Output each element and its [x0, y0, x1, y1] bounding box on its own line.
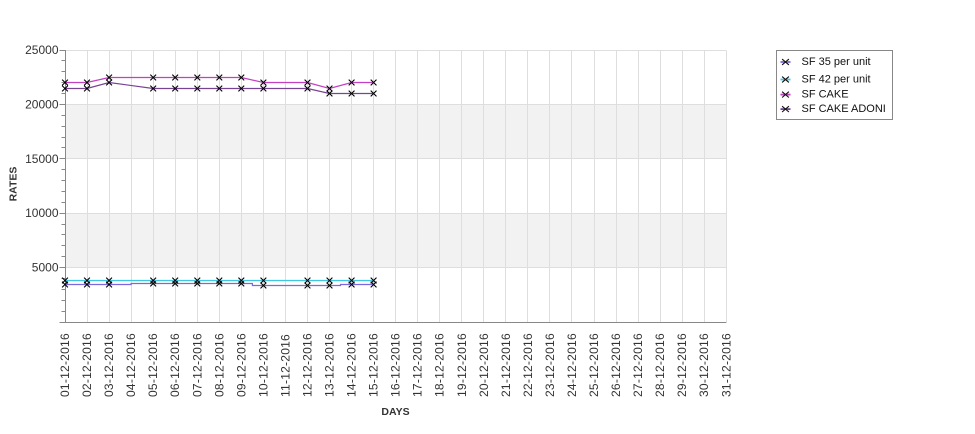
svg-text:11-12-2016: 11-12-2016 — [278, 334, 292, 397]
svg-text:27-12-2016: 27-12-2016 — [631, 333, 645, 397]
svg-text:25000: 25000 — [25, 43, 59, 57]
svg-text:08-12-2016: 08-12-2016 — [212, 333, 226, 397]
svg-text:22-12-2016: 22-12-2016 — [521, 333, 535, 397]
svg-text:23-12-2016: 23-12-2016 — [543, 333, 557, 397]
svg-text:07-12-2016: 07-12-2016 — [190, 333, 204, 397]
svg-text:04-12-2016: 04-12-2016 — [124, 333, 138, 397]
svg-text:SF CAKE ADONI: SF CAKE ADONI — [802, 103, 886, 115]
svg-text:RATES: RATES — [8, 167, 20, 202]
svg-text:5000: 5000 — [32, 261, 59, 275]
svg-text:SF 35 per unit: SF 35 per unit — [802, 56, 871, 68]
svg-text:26-12-2016: 26-12-2016 — [609, 333, 623, 397]
svg-text:17-12-2016: 17-12-2016 — [411, 333, 425, 397]
svg-text:18-12-2016: 18-12-2016 — [433, 333, 447, 397]
svg-text:20-12-2016: 20-12-2016 — [477, 333, 491, 397]
svg-text:05-12-2016: 05-12-2016 — [146, 333, 160, 397]
svg-text:15-12-2016: 15-12-2016 — [367, 333, 381, 397]
svg-text:30-12-2016: 30-12-2016 — [697, 333, 711, 397]
svg-text:24-12-2016: 24-12-2016 — [565, 333, 579, 397]
svg-text:09-12-2016: 09-12-2016 — [234, 333, 248, 397]
svg-text:03-12-2016: 03-12-2016 — [102, 333, 116, 397]
svg-text:31-12-2016: 31-12-2016 — [719, 333, 733, 397]
svg-text:29-12-2016: 29-12-2016 — [675, 333, 689, 397]
svg-text:DAYS: DAYS — [381, 406, 409, 418]
svg-text:20000: 20000 — [25, 97, 59, 111]
svg-text:19-12-2016: 19-12-2016 — [455, 333, 469, 397]
svg-text:28-12-2016: 28-12-2016 — [653, 333, 667, 397]
svg-text:06-12-2016: 06-12-2016 — [168, 333, 182, 397]
svg-text:02-12-2016: 02-12-2016 — [80, 333, 94, 397]
svg-text:25-12-2016: 25-12-2016 — [587, 333, 601, 397]
svg-text:16-12-2016: 16-12-2016 — [389, 333, 403, 397]
svg-text:01-12-2016: 01-12-2016 — [58, 333, 72, 397]
svg-text:SF CAKE: SF CAKE — [802, 89, 849, 101]
svg-text:SF 42 per unit: SF 42 per unit — [802, 74, 871, 86]
svg-text:10-12-2016: 10-12-2016 — [256, 333, 270, 397]
svg-text:12-12-2016: 12-12-2016 — [301, 333, 315, 397]
svg-text:15000: 15000 — [25, 152, 59, 166]
svg-text:14-12-2016: 14-12-2016 — [345, 333, 359, 397]
svg-text:21-12-2016: 21-12-2016 — [499, 333, 513, 397]
svg-text:13-12-2016: 13-12-2016 — [323, 333, 337, 397]
svg-text:10000: 10000 — [25, 206, 59, 220]
